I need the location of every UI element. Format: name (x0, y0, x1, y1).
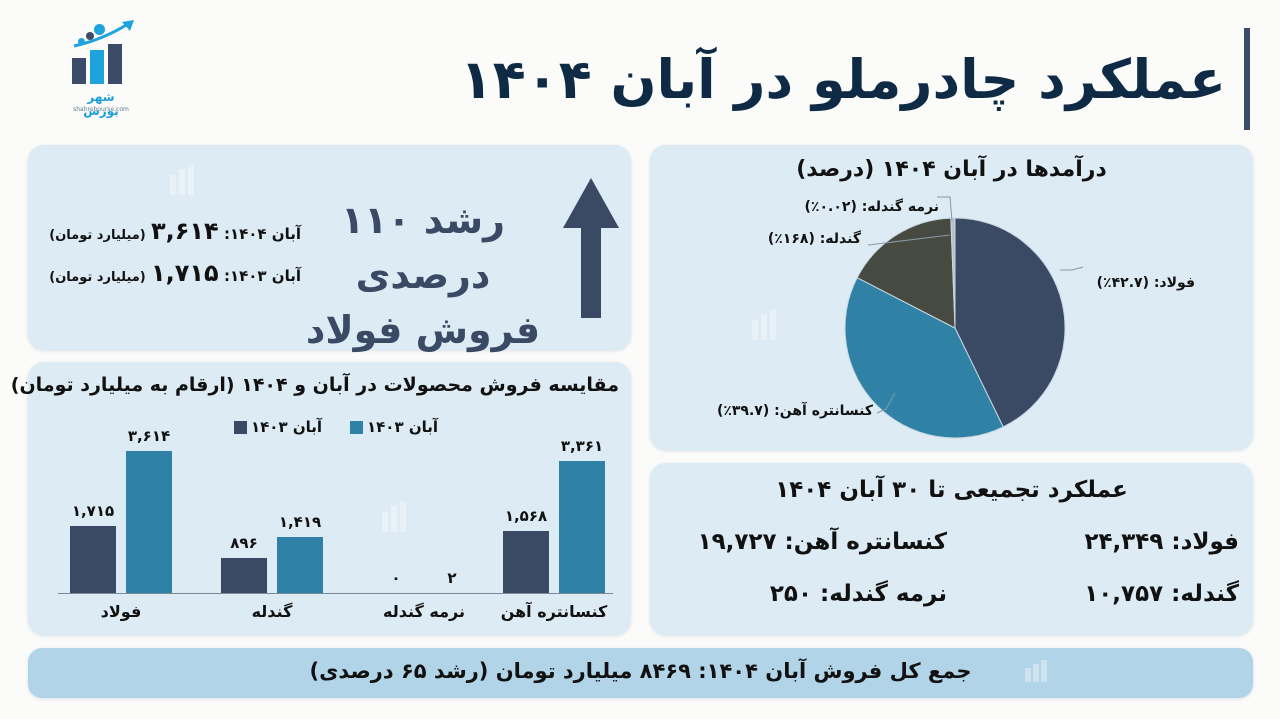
bar-value-label: ۲ (447, 569, 457, 587)
x-axis-baseline (58, 593, 613, 594)
pie-label-pellet-fines: نرمه گندله: (۰.۰۲٪) (804, 199, 939, 215)
legend-swatch-teal (350, 420, 363, 434)
bar-value-label: ۳,۳۶۱ (560, 437, 604, 455)
cumulative-performance-panel: عملکرد تجمیعی تا ۳۰ آبان ۱۴۰۴ فولاد: ۲۴,… (650, 463, 1253, 635)
total-sales-text: جمع کل فروش آبان ۱۴۰۴: ۸۴۶۹ میلیارد توما… (309, 659, 972, 683)
bar-value-label: ۰ (391, 569, 401, 587)
cumulative-title: عملکرد تجمیعی تا ۳۰ آبان ۱۴۰۴ (775, 477, 1128, 503)
growth-headline-line1: رشد ۱۱۰ درصدی (340, 198, 506, 298)
pie-label-concentrate: کنسانتره آهن: (۳۹.۷٪) (716, 403, 873, 419)
category-label-concentrate: کنسانتره آهن (500, 602, 608, 621)
logo-site-text: shahrebourse.com (73, 106, 129, 113)
growth-row-1404: آبان ۱۴۰۴: ۳,۶۱۴ (میلیارد تومان) (31, 217, 301, 245)
sales-comparison-panel: مقایسه فروش محصولات در آبان و ۱۴۰۴ (ارقا… (11, 362, 631, 635)
up-arrow-icon (563, 178, 619, 318)
category-label-steel: فولاد (100, 602, 142, 621)
steel-growth-panel: رشد ۱۱۰ درصدی فروش فولاد آبان ۱۴۰۴: ۳,۶۱… (28, 145, 631, 352)
legend-label: آبان ۱۴۰۳ (251, 418, 323, 436)
pie-slice-concentrate (844, 276, 1004, 439)
leader-line-pellet-fines (937, 196, 953, 222)
growth-headline: رشد ۱۱۰ درصدی فروش فولاد (303, 193, 543, 358)
revenue-pie-panel: درآمدها در آبان ۱۴۰۴ (درصد) فولاد: (۴۲.۷… (650, 145, 1253, 450)
category-label-pellet: گندله (251, 602, 293, 621)
watermark-logo-icon (1023, 652, 1053, 682)
watermark-logo-icon (750, 300, 790, 340)
legend-item-teal: آبان ۱۴۰۳ (350, 418, 438, 436)
revenue-pie-chart (844, 196, 1084, 439)
title-accent-bar (1244, 28, 1250, 130)
watermark-logo-icon (380, 492, 420, 532)
legend-item-navy: آبان ۱۴۰۳ (234, 418, 322, 436)
growth-row-label: آبان ۱۴۰۳: (223, 267, 301, 285)
bar-value-label: ۱,۵۶۸ (504, 507, 548, 525)
cumulative-item-pellet-fines: نرمه گندله: ۲۵۰ (769, 581, 947, 607)
logo-brand-text: شهر بورس (83, 90, 119, 118)
bar-steel-1403 (70, 526, 116, 593)
watermark-logo-icon (168, 155, 208, 195)
rising-bar-chart-logo-icon (72, 20, 134, 84)
bar-steel-1404 (126, 451, 172, 593)
pie-label-pellet: گندله: (۱۶۸٪) (767, 231, 861, 247)
growth-headline-line2: فروش فولاد (305, 308, 541, 353)
bar-pellet-1403 (221, 558, 267, 593)
page-header: عملکرد چادرملو در آبان ۱۴۰۴ (460, 28, 1250, 130)
pie-slice-pellet-fines (950, 217, 956, 329)
growth-row-unit: (میلیارد تومان) (49, 270, 146, 285)
bar-value-label: ۳,۶۱۴ (127, 427, 171, 445)
cumulative-item-concentrate: کنسانتره آهن: ۱۹,۷۲۷ (697, 529, 947, 555)
cumulative-item-steel: فولاد: ۲۴,۳۴۹ (1084, 529, 1239, 555)
bar-value-label: ۱,۷۱۵ (71, 502, 115, 520)
legend-swatch-navy (234, 420, 247, 434)
sales-bar-chart: ۱,۷۱۵ ۳,۶۱۴ فولاد ۸۹۶ ۱,۴۱۹ گندله ۰ ۲ نرمه گندله… (28, 362, 631, 635)
growth-row-1403: آبان ۱۴۰۳: ۱,۷۱۵ (میلیارد تومان) (31, 259, 301, 287)
leader-line-steel (1060, 266, 1084, 271)
bar-chart-title: مقایسه فروش محصولات در آبان و ۱۴۰۴ (ارقا… (10, 374, 619, 396)
legend-label: آبان ۱۴۰۳ (367, 418, 439, 436)
page-title: عملکرد چادرملو در آبان ۱۴۰۴ (459, 47, 1227, 111)
growth-row-unit: (میلیارد تومان) (49, 228, 146, 243)
growth-row-label: آبان ۱۴۰۴: (223, 225, 301, 243)
growth-row-value: ۳,۶۱۴ (150, 217, 219, 245)
cumulative-item-pellet: گندله: ۱۰,۷۵۷ (1084, 581, 1239, 607)
bar-value-label: ۱,۴۱۹ (278, 513, 322, 531)
pie-slice-steel (954, 217, 1066, 428)
bar-concentrate-1404 (559, 461, 605, 593)
pie-slice-pellet (856, 217, 956, 329)
bar-concentrate-1403 (503, 531, 549, 593)
category-label-pellet-fines: نرمه گندله (383, 602, 465, 621)
growth-row-value: ۱,۷۱۵ (150, 259, 219, 287)
pie-label-steel: فولاد: (۴۲.۷٪) (1096, 275, 1195, 291)
bar-pellet-1404 (277, 537, 323, 593)
bar-value-label: ۸۹۶ (230, 534, 258, 552)
logo: شهر بورس shahrebourse.com (66, 20, 136, 118)
pie-chart-title: درآمدها در آبان ۱۴۰۴ (درصد) (796, 157, 1107, 182)
total-sales-banner: جمع کل فروش آبان ۱۴۰۴: ۸۴۶۹ میلیارد توما… (28, 648, 1253, 698)
leader-line-concentrate (876, 392, 896, 414)
leader-line-pellet (867, 234, 951, 246)
